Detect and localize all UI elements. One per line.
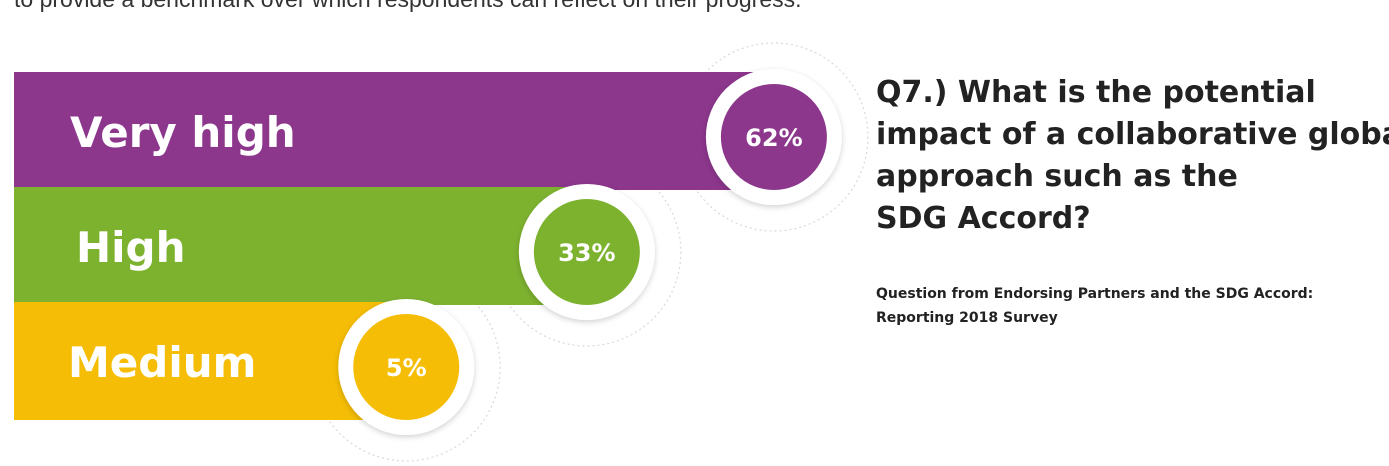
value-label-medium: 5% [386, 354, 427, 382]
question-line-4: SDG Accord? [876, 201, 1091, 236]
value-labels-group: 62% 33% 5% [386, 124, 803, 382]
value-label-high: 33% [558, 239, 615, 267]
question-heading: Q7.) What is the potential impact of a c… [876, 72, 1389, 240]
value-label-very-high: 62% [745, 124, 802, 152]
question-line-3: approach such as the [876, 159, 1238, 194]
question-line-1: Q7.) What is the potential [876, 75, 1316, 110]
dashed-ring-medium [311, 272, 501, 462]
question-line-2: impact of a collaborative global [876, 117, 1389, 152]
category-label-medium: Medium [68, 338, 256, 387]
category-labels-group: Very high High Medium [68, 108, 296, 387]
ring-disc-very-high [720, 84, 827, 190]
cropped-intro-text-content: to provide a benchmark over which respon… [14, 0, 802, 12]
cropped-intro-text: to provide a benchmark over which respon… [14, 0, 802, 13]
dashed-ring-high [492, 157, 682, 347]
category-label-high: High [76, 223, 186, 272]
rings-group [338, 69, 842, 435]
impact-chart: Very high High Medium 62% 33% 5% [14, 42, 869, 462]
survey-source: Question from Endorsing Partners and the… [876, 282, 1386, 330]
dashed-ring-very-high [679, 42, 869, 232]
category-label-very-high: Very high [70, 108, 296, 157]
ring-disc-medium [353, 314, 460, 420]
source-line-2: Reporting 2018 Survey [876, 310, 1058, 326]
decorative-dashed-rings [311, 42, 869, 462]
source-line-1: Question from Endorsing Partners and the… [876, 286, 1314, 302]
ring-disc-high [533, 199, 640, 305]
bar-very-high [14, 72, 774, 190]
bar-high [14, 187, 587, 305]
